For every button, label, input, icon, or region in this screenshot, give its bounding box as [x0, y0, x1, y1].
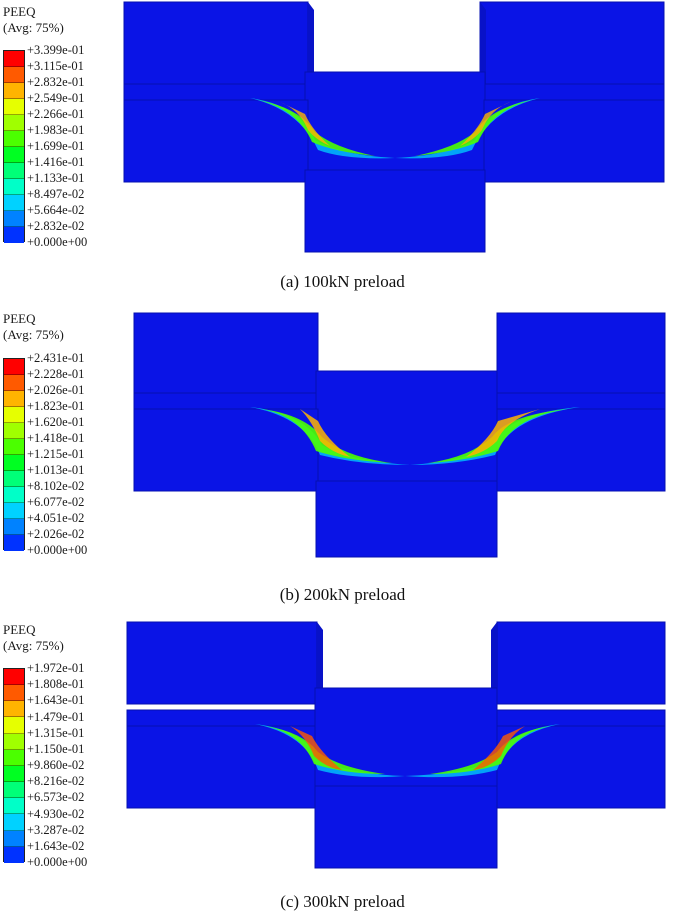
- legend-tick-label: +8.497e-02: [27, 187, 85, 201]
- legend-tick-label: +3.287e-02: [27, 822, 85, 837]
- legend-tick-label: +2.266e-01: [27, 107, 85, 121]
- legend-tick-label: +5.664e-02: [27, 203, 85, 217]
- legend-tick-label: +2.026e-02: [27, 527, 85, 541]
- legend-tick-label: +2.228e-01: [27, 367, 85, 381]
- panel-a: PEEQ (Avg: 75%) +3.399e-01 +3.115e-01 +2.8…: [0, 0, 685, 300]
- legend-swatch: [4, 733, 24, 750]
- legend-tick-label: +1.643e-02: [27, 838, 85, 853]
- legend-swatch: [4, 67, 24, 83]
- legend-tick-label: +2.832e-01: [27, 75, 85, 89]
- legend-swatch: [4, 685, 24, 702]
- legend-swatch: [4, 519, 24, 535]
- legend-tick-label: +1.013e-01: [27, 463, 85, 477]
- legend-swatch: [4, 423, 24, 439]
- legend-tick-label: +1.823e-01: [27, 399, 85, 413]
- caption: (a) 100kN preload: [280, 272, 405, 291]
- legend-swatch: [4, 227, 24, 243]
- legend-swatch: [4, 503, 24, 519]
- legend-tick-label: +1.150e-01: [27, 741, 85, 756]
- legend-tick-label: +4.930e-02: [27, 806, 85, 821]
- legend-swatch: [4, 195, 24, 211]
- legend-swatch: [4, 717, 24, 734]
- caption: (b) 200kN preload: [279, 585, 406, 604]
- legend-tick-label: +1.416e-01: [27, 155, 85, 169]
- legend-tick-label: +0.000e+00: [27, 235, 88, 249]
- legend-tick-label: +4.051e-02: [27, 511, 85, 525]
- legend-swatch: [4, 487, 24, 503]
- legend-color-bar: [3, 50, 25, 243]
- legend-swatch: [4, 471, 24, 487]
- legend-tick-label: +1.620e-01: [27, 415, 85, 429]
- legend-title: PEEQ (Avg: 75%): [3, 311, 64, 342]
- legend-tick-label: +1.983e-01: [27, 123, 85, 137]
- fem-model-a: [123, 1, 665, 253]
- legend-swatch: [4, 179, 24, 195]
- legend-color-bar: [3, 358, 25, 551]
- legend-swatch: [4, 51, 24, 67]
- legend-title: PEEQ (Avg: 75%): [3, 4, 64, 35]
- legend-swatch: [4, 407, 24, 423]
- legend-swatch: [4, 814, 24, 831]
- legend-title: PEEQ (Avg: 75%): [3, 622, 64, 653]
- legend-swatch: [4, 765, 24, 783]
- legend-tick-label: +2.026e-01: [27, 383, 85, 397]
- legend-swatch: [4, 115, 24, 131]
- legend-swatch: [4, 359, 24, 375]
- legend-swatch: [4, 798, 24, 815]
- legend-tick-label: +1.479e-01: [27, 709, 85, 724]
- legend-tick-label: +3.399e-01: [27, 43, 85, 57]
- legend-swatch: [4, 83, 24, 99]
- legend-swatch: [4, 846, 24, 863]
- legend-tick-label: +1.699e-01: [27, 139, 85, 153]
- legend-tick-label: +2.431e-01: [27, 351, 85, 365]
- legend-swatch: [4, 830, 24, 847]
- legend-swatch: [4, 455, 24, 471]
- legend-tick-label: +1.315e-01: [27, 725, 85, 740]
- legend-tick-label: +2.832e-02: [27, 219, 85, 233]
- legend-swatch: [4, 163, 24, 179]
- legend-tick-label: +0.000e+00: [27, 855, 88, 869]
- caption: (c) 300kN preload: [280, 892, 405, 911]
- legend-swatch: [4, 211, 24, 227]
- legend-swatch: [4, 701, 24, 718]
- legend-swatch: [4, 147, 24, 163]
- legend-swatch: [4, 749, 24, 766]
- legend-tick-label: +1.215e-01: [27, 447, 85, 461]
- legend-tick-label: +6.573e-02: [27, 790, 85, 805]
- legend-tick-label: +1.418e-01: [27, 431, 85, 445]
- legend-color-bar: [3, 668, 25, 863]
- legend-tick-label: +1.972e-01: [27, 661, 85, 675]
- legend-swatch: [4, 669, 24, 686]
- fem-model-c: [126, 621, 666, 869]
- legend-swatch: [4, 535, 24, 551]
- legend-swatch: [4, 99, 24, 115]
- legend-tick-label: +1.133e-01: [27, 171, 85, 185]
- panel-c: PEEQ (Avg: 75%) +1.972e-01 +1.808e-01 +1.6…: [0, 618, 685, 919]
- legend-tick-label: +6.077e-02: [27, 495, 85, 509]
- legend-tick-label: +8.102e-02: [27, 479, 85, 493]
- legend-swatch: [4, 782, 24, 799]
- panel-b: PEEQ (Avg: 75%) +2.431e-01 +2.228e-01 +2.0…: [0, 305, 685, 610]
- fem-model-b: [133, 312, 666, 558]
- legend-tick-label: +1.643e-01: [27, 693, 85, 708]
- legend-tick-label: +8.216e-02: [27, 774, 85, 789]
- legend-tick-label: +2.549e-01: [27, 91, 85, 105]
- legend-tick-label: +9.860e-02: [27, 758, 85, 772]
- legend-swatch: [4, 131, 24, 147]
- legend-tick-label: +0.000e+00: [27, 543, 88, 557]
- legend-tick-label: +3.115e-01: [27, 59, 84, 73]
- legend-tick-label: +1.808e-01: [27, 677, 85, 692]
- legend-swatch: [4, 439, 24, 455]
- legend-swatch: [4, 375, 24, 391]
- legend-swatch: [4, 391, 24, 407]
